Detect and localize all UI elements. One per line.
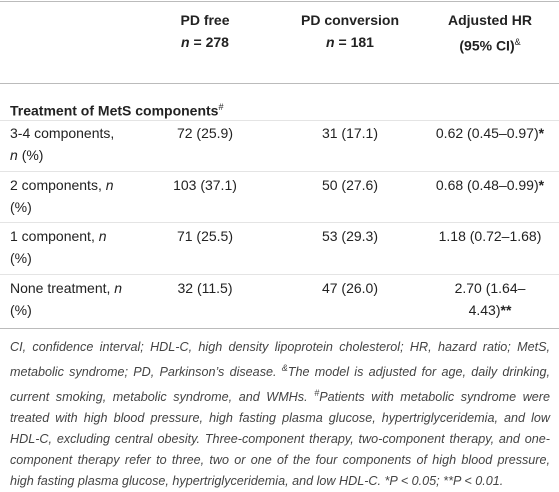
- table-cell: 31 (17.1): [295, 122, 405, 144]
- header-text: PD conversion: [300, 12, 400, 28]
- footnote-text: The model is adjusted for age, daily dri…: [10, 365, 550, 405]
- column-header: PD free n = 278: [150, 9, 260, 53]
- label-n: n: [10, 147, 18, 163]
- column-header: PD conversion n = 181: [295, 9, 405, 53]
- label-n: n: [114, 280, 123, 296]
- cell-text: 103 (37.1): [173, 177, 237, 193]
- row-rule: [0, 274, 559, 275]
- header-count: = 278: [193, 34, 229, 50]
- footnote-note: #: [314, 388, 320, 399]
- header-rule: [0, 83, 559, 84]
- cell-text: 32 (11.5): [177, 280, 233, 296]
- row-rule: [0, 171, 559, 172]
- footnote: CI, confidence interval; HDL-C, high den…: [10, 337, 550, 492]
- footnote-text: Patients with metabolic syndrome were tr…: [10, 390, 551, 489]
- footnote-text: CI, confidence interval; HDL-C, high den…: [10, 340, 550, 380]
- significance-marker: **: [500, 302, 512, 318]
- row-label: None treatment, n (%): [10, 277, 122, 321]
- row-rule: [0, 120, 559, 121]
- label-text: 3-4 components,: [10, 125, 115, 141]
- table-cell: 47 (26.0): [295, 277, 405, 299]
- label-unit: (%): [10, 250, 32, 266]
- table-cell: 103 (37.1): [150, 174, 260, 196]
- cell-text: 71 (25.5): [176, 228, 234, 244]
- section-note: #: [218, 102, 224, 112]
- table-cell: 71 (25.5): [150, 225, 260, 247]
- row-label: 1 component, n (%): [10, 225, 107, 269]
- label-unit: (%): [21, 147, 44, 163]
- row-rule: [0, 222, 559, 223]
- cell-text: 2.70 (1.64–4.43): [454, 280, 526, 318]
- header-note: &: [514, 37, 521, 47]
- cell-text: 72 (25.9): [176, 125, 234, 141]
- label-text: 1 component,: [10, 228, 95, 244]
- table-cell: 0.62 (0.45–0.97)*: [428, 122, 553, 144]
- header-n: n: [181, 34, 190, 50]
- cell-text: 50 (27.6): [321, 177, 379, 193]
- footnote-note: &: [281, 363, 288, 373]
- section-text: Treatment of MetS components: [10, 102, 219, 119]
- row-label: 3-4 components, n (%): [10, 122, 114, 166]
- cell-text: 31 (17.1): [321, 125, 379, 141]
- cell-text: 1.18 (0.72–1.68): [438, 228, 542, 244]
- table-cell: 0.68 (0.48–0.99)*: [428, 174, 553, 196]
- cell-text: 53 (29.3): [321, 228, 379, 244]
- column-header: Adjusted HR (95% CI)&: [430, 9, 550, 57]
- label-n: n: [105, 177, 114, 193]
- cell-text: 0.62 (0.45–0.97): [435, 125, 539, 141]
- label-unit: (%): [10, 302, 32, 318]
- table-cell: 53 (29.3): [295, 225, 405, 247]
- label-text: None treatment,: [10, 280, 111, 296]
- bottom-rule: [0, 328, 559, 329]
- header-count: = 181: [338, 34, 374, 50]
- row-label: 2 components, n (%): [10, 174, 114, 218]
- top-rule: [0, 1, 559, 2]
- section-title: Treatment of MetS components#: [10, 96, 223, 122]
- significance-marker: *: [538, 177, 545, 193]
- header-text: Adjusted HR (95% CI): [448, 12, 532, 54]
- cell-text: 47 (26.0): [321, 280, 379, 296]
- table-cell: 72 (25.9): [150, 122, 260, 144]
- header-text: PD free: [180, 12, 230, 28]
- table-cell: 50 (27.6): [295, 174, 405, 196]
- table-cell: 1.18 (0.72–1.68): [428, 225, 553, 247]
- cell-text: 0.68 (0.48–0.99): [435, 177, 539, 193]
- table-cell: 2.70 (1.64–4.43)**: [443, 277, 538, 321]
- label-unit: (%): [10, 199, 32, 215]
- label-n: n: [98, 228, 107, 244]
- label-text: 2 components,: [10, 177, 102, 193]
- significance-marker: *: [538, 125, 545, 141]
- header-n: n: [326, 34, 335, 50]
- table-cell: 32 (11.5): [150, 277, 260, 299]
